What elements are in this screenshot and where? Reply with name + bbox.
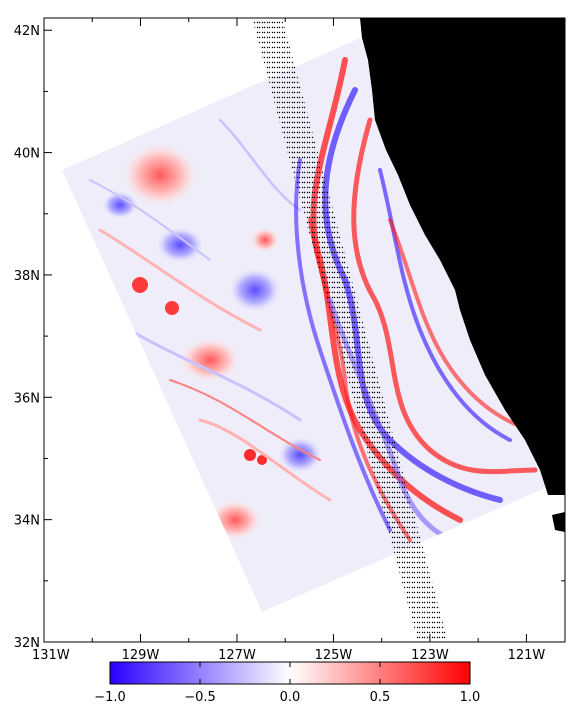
colorbar-tick-label: −0.5 xyxy=(184,690,216,705)
lat-tick-label: 38N xyxy=(14,269,40,284)
plot-frame xyxy=(43,17,566,643)
colorbar-ticks: −1.0 −0.5 0.0 0.5 1.0 xyxy=(94,662,480,705)
lat-tick-label: 40N xyxy=(14,147,40,162)
eddy-red-small xyxy=(257,455,267,465)
longitude-axis: 131W 129W 127W 125W 123W 121W xyxy=(32,18,545,663)
land-island xyxy=(552,512,565,532)
satellite-swaths xyxy=(252,18,448,642)
lat-tick-label: 42N xyxy=(14,24,40,39)
lon-tick-label: 131W xyxy=(32,648,70,663)
filaments xyxy=(89,118,332,502)
eddy-red xyxy=(251,228,279,252)
lon-tick-label: 125W xyxy=(315,648,353,663)
lat-tick-label: 34N xyxy=(14,514,40,529)
colorbar-tick-label: −1.0 xyxy=(94,690,126,705)
lon-tick-label: 129W xyxy=(122,648,160,663)
eddy-red-small xyxy=(132,277,148,293)
lon-tick-label: 121W xyxy=(508,648,546,663)
land-mass xyxy=(360,18,565,495)
eddy-red-large xyxy=(122,143,198,207)
lat-tick-label: 32N xyxy=(14,636,40,651)
colorbar-tick-label: 1.0 xyxy=(460,690,481,705)
eddy-blue xyxy=(229,268,281,312)
lat-tick-label: 36N xyxy=(14,391,40,406)
swath-band-2 xyxy=(252,18,448,642)
eddy-red-small xyxy=(165,301,179,315)
colorbar-tick-label: 0.0 xyxy=(280,690,301,705)
lon-tick-label: 127W xyxy=(218,648,256,663)
colorbar-tick-label: 0.5 xyxy=(370,690,391,705)
eddy-red xyxy=(180,338,240,382)
eddy-red-small xyxy=(244,449,256,461)
latitude-axis: 42N 40N 38N 36N 34N 32N xyxy=(14,24,565,651)
eddy-blue xyxy=(156,227,204,263)
colorbar: −1.0 −0.5 0.0 0.5 1.0 xyxy=(94,661,480,705)
eddy-blue xyxy=(278,437,322,473)
eddy-blue xyxy=(102,191,138,219)
lon-tick-label: 123W xyxy=(411,648,449,663)
